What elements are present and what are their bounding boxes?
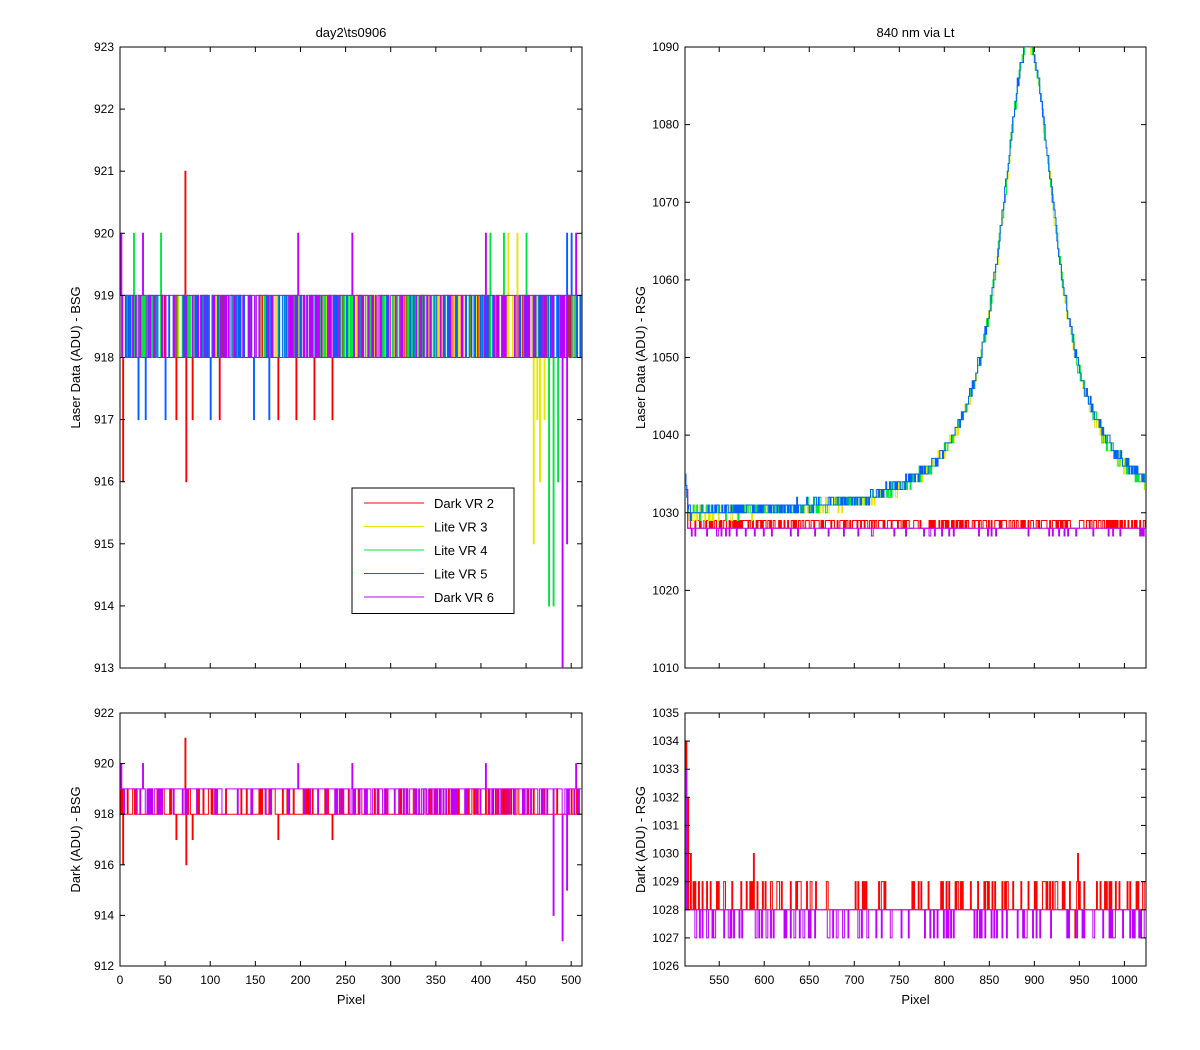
legend-box: [351, 487, 515, 614]
x-tick-label: 1000: [1111, 973, 1138, 987]
x-tick-label: 400: [471, 973, 491, 987]
x-tick-label: 800: [934, 973, 954, 987]
chart-top-right: 1010 1020 1030 1040 1050 1060 1070 1080 1090 840 …: [633, 25, 1147, 675]
x-tick-label: 300: [381, 973, 401, 987]
y-axis-label: Dark (ADU) - RSG: [633, 786, 648, 893]
series-group: [685, 47, 1146, 537]
x-tick-label: 700: [844, 973, 864, 987]
y-tick-label: 1030: [652, 847, 679, 861]
x-tick-label: 150: [245, 973, 265, 987]
x-tick-label: 850: [979, 973, 999, 987]
y-tick-label: 916: [94, 858, 114, 872]
x-tick-label: 750: [889, 973, 909, 987]
y-tick-label: 918: [94, 351, 114, 365]
y-tick-label: 1034: [652, 734, 679, 748]
chart-top-left: 913 914 915 916 917 918 919 920 921 922 923 day2\ts…: [68, 25, 583, 675]
series-group: [120, 170, 582, 668]
plot-area: [684, 46, 1147, 669]
series-dark-vr-6: [120, 763, 582, 942]
y-tick-label: 1050: [652, 351, 679, 365]
x-tick-label: 0: [117, 973, 124, 987]
y-tick-label: 1040: [652, 428, 679, 442]
x-axis-label: Pixel: [337, 992, 365, 1007]
y-axis-label: Laser Data (ADU) - BSG: [68, 286, 83, 428]
series-dark-vr-6: [685, 488, 1146, 537]
x-tick-label: 500: [561, 973, 581, 987]
legend-entry: Lite VR 4: [434, 543, 487, 558]
x-axis-label: Pixel: [901, 992, 929, 1007]
y-tick-label: 1031: [652, 818, 679, 832]
y-axis-label: Laser Data (ADU) - RSG: [633, 286, 648, 429]
y-tick-label: 921: [94, 164, 114, 178]
y-tick-label: 1010: [652, 661, 679, 675]
y-tick-label: 916: [94, 475, 114, 489]
x-tick-label: 450: [516, 973, 536, 987]
x-tick-label: 950: [1069, 973, 1089, 987]
legend-entry: Lite VR 3: [434, 520, 487, 535]
y-tick-label: 1035: [652, 706, 679, 720]
x-tick-label: 650: [799, 973, 819, 987]
y-axis-label: Dark (ADU) - BSG: [68, 786, 83, 892]
y-tick-label: 920: [94, 757, 114, 771]
legend: Dark VR 2 Lite VR 3 Lite VR 4 Lite VR 5 Dark…: [351, 487, 515, 614]
y-tick-label: 1070: [652, 195, 679, 209]
chart-bottom-right: 550 600 650 700 750 800 850 900 950 1000 1026 1027 1…: [633, 706, 1147, 1007]
y-tick-label: 1060: [652, 273, 679, 287]
y-tick-label: 1028: [652, 903, 679, 917]
y-tick-label: 913: [94, 661, 114, 675]
x-tick-label: 600: [754, 973, 774, 987]
chart-title: day2\ts0906: [316, 25, 387, 40]
y-tick-label: 1033: [652, 762, 679, 776]
series-group: [120, 737, 582, 942]
y-tick-label: 922: [94, 102, 114, 116]
x-tick-label: 200: [290, 973, 310, 987]
chart-bottom-left: 0 50 100 150 200 250 300 350 400 450 500 912 914 916 9…: [68, 706, 583, 1007]
y-tick-label: 1080: [652, 118, 679, 132]
y-tick-label: 920: [94, 226, 114, 240]
series-lite-vr-5: [685, 47, 1146, 522]
legend-entry: Dark VR 2: [434, 496, 494, 511]
x-tick-label: 250: [336, 973, 356, 987]
y-tick-label: 922: [94, 706, 114, 720]
y-tick-label: 1090: [652, 40, 679, 54]
x-tick-label: 50: [158, 973, 172, 987]
y-tick-label: 1027: [652, 931, 679, 945]
y-tick-label: 919: [94, 288, 114, 302]
legend-entry: Lite VR 5: [434, 567, 487, 582]
series-dark-vr-6: [120, 232, 582, 668]
y-tick-label: 1032: [652, 790, 679, 804]
y-tick-label: 912: [94, 959, 114, 973]
x-tick-label: 550: [709, 973, 729, 987]
legend-entry: Dark VR 6: [434, 590, 494, 605]
y-tick-label: 914: [94, 908, 114, 922]
plot-area: [119, 712, 583, 967]
y-tick-label: 1020: [652, 583, 679, 597]
y-tick-label: 914: [94, 599, 114, 613]
y-tick-label: 917: [94, 413, 114, 427]
x-tick-label: 100: [200, 973, 220, 987]
y-tick-label: 1030: [652, 506, 679, 520]
y-tick-label: 918: [94, 807, 114, 821]
y-tick-label: 1029: [652, 875, 679, 889]
series-group: [685, 740, 1146, 939]
y-tick-label: 1026: [652, 959, 679, 973]
chart-title: 840 nm via Lt: [876, 25, 954, 40]
x-tick-label: 350: [426, 973, 446, 987]
y-tick-label: 923: [94, 40, 114, 54]
series-dark-vr-6: [685, 768, 1146, 939]
x-tick-label: 900: [1024, 973, 1044, 987]
y-tick-label: 915: [94, 537, 114, 551]
